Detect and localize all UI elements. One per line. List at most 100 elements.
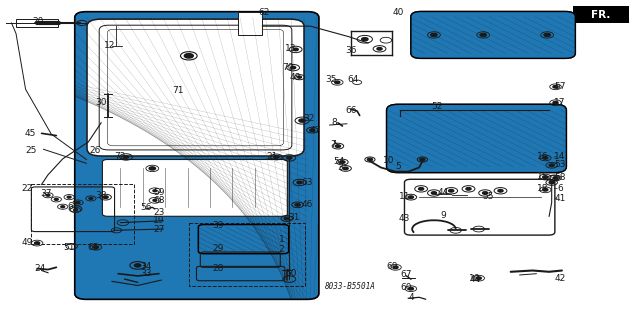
Circle shape	[553, 85, 558, 88]
Text: 37: 37	[40, 189, 52, 198]
Circle shape	[553, 177, 558, 179]
Text: 28: 28	[212, 264, 223, 273]
Circle shape	[76, 202, 80, 204]
Text: 39: 39	[212, 221, 223, 230]
Text: 24: 24	[34, 264, 45, 273]
Circle shape	[153, 190, 157, 192]
Bar	[573, 6, 629, 23]
Text: FR.: FR.	[591, 10, 611, 19]
FancyBboxPatch shape	[108, 29, 284, 146]
Text: 57: 57	[554, 82, 566, 91]
Text: 50: 50	[285, 269, 297, 278]
Circle shape	[549, 181, 554, 184]
Circle shape	[480, 33, 486, 37]
Circle shape	[408, 287, 413, 290]
Bar	[31, 184, 134, 244]
FancyBboxPatch shape	[411, 11, 575, 58]
Circle shape	[153, 199, 157, 201]
Circle shape	[67, 196, 71, 198]
Circle shape	[377, 48, 382, 50]
Text: 64: 64	[348, 75, 359, 84]
Circle shape	[274, 156, 279, 158]
Text: 70: 70	[282, 63, 294, 72]
Text: 61: 61	[68, 202, 79, 211]
Text: 46: 46	[301, 200, 313, 209]
Text: 69: 69	[386, 262, 397, 271]
Bar	[189, 223, 305, 286]
Circle shape	[431, 33, 437, 37]
Text: 55: 55	[482, 192, 493, 201]
Text: 71: 71	[172, 86, 184, 95]
Text: 59: 59	[153, 188, 164, 197]
Text: 23: 23	[153, 208, 164, 217]
Text: 22: 22	[21, 184, 33, 193]
Circle shape	[287, 157, 292, 159]
Circle shape	[553, 101, 558, 104]
Text: 45: 45	[25, 129, 36, 138]
Circle shape	[124, 156, 129, 158]
Circle shape	[476, 277, 481, 279]
Bar	[238, 12, 262, 35]
Circle shape	[184, 54, 193, 58]
Text: 48: 48	[290, 73, 301, 82]
Circle shape	[420, 158, 425, 161]
Text: 5: 5	[396, 162, 401, 171]
Text: 58: 58	[554, 173, 566, 182]
Text: 44: 44	[437, 189, 449, 197]
Text: 40: 40	[392, 8, 404, 17]
Text: 33: 33	[140, 269, 152, 278]
FancyBboxPatch shape	[99, 25, 292, 150]
Circle shape	[549, 164, 554, 167]
Text: 67: 67	[401, 271, 412, 279]
Text: 19: 19	[153, 216, 164, 225]
Text: 17: 17	[554, 98, 566, 107]
Circle shape	[93, 246, 99, 249]
Text: 8: 8	[332, 118, 337, 127]
Text: 43: 43	[399, 214, 410, 223]
Text: 54: 54	[333, 157, 345, 166]
Text: 35: 35	[326, 75, 337, 84]
Text: 30: 30	[95, 98, 107, 107]
Circle shape	[393, 266, 398, 269]
Circle shape	[544, 33, 550, 37]
Circle shape	[335, 145, 340, 147]
Text: 3: 3	[338, 163, 343, 172]
Circle shape	[498, 189, 503, 192]
Text: 2: 2	[279, 245, 284, 254]
Circle shape	[310, 129, 315, 131]
Circle shape	[483, 192, 488, 194]
FancyBboxPatch shape	[387, 104, 566, 173]
Text: 4: 4	[408, 293, 413, 302]
Circle shape	[543, 157, 548, 159]
Text: 26: 26	[89, 146, 100, 155]
Circle shape	[367, 158, 372, 161]
Circle shape	[298, 76, 301, 78]
Circle shape	[449, 189, 454, 192]
Circle shape	[543, 189, 548, 191]
Circle shape	[466, 188, 471, 190]
Text: 15: 15	[537, 172, 548, 181]
Text: 9: 9	[440, 211, 445, 220]
Circle shape	[89, 197, 93, 199]
Text: 16: 16	[537, 152, 548, 161]
Circle shape	[103, 196, 108, 198]
Text: 44: 44	[469, 275, 481, 284]
Circle shape	[284, 217, 289, 220]
Circle shape	[343, 167, 348, 170]
Circle shape	[295, 204, 300, 206]
Text: 63: 63	[301, 178, 313, 187]
FancyBboxPatch shape	[75, 12, 319, 299]
Text: 32: 32	[303, 114, 314, 123]
Text: 1: 1	[279, 235, 284, 244]
Text: 38: 38	[95, 191, 107, 200]
Text: 14: 14	[554, 152, 566, 161]
Text: 52: 52	[431, 102, 442, 111]
Text: 27: 27	[153, 225, 164, 234]
Text: 12: 12	[104, 41, 116, 50]
Circle shape	[291, 66, 296, 69]
Text: 31: 31	[289, 213, 300, 222]
Circle shape	[431, 192, 436, 194]
Circle shape	[543, 176, 548, 178]
Circle shape	[134, 264, 141, 267]
Text: 72: 72	[115, 152, 126, 161]
